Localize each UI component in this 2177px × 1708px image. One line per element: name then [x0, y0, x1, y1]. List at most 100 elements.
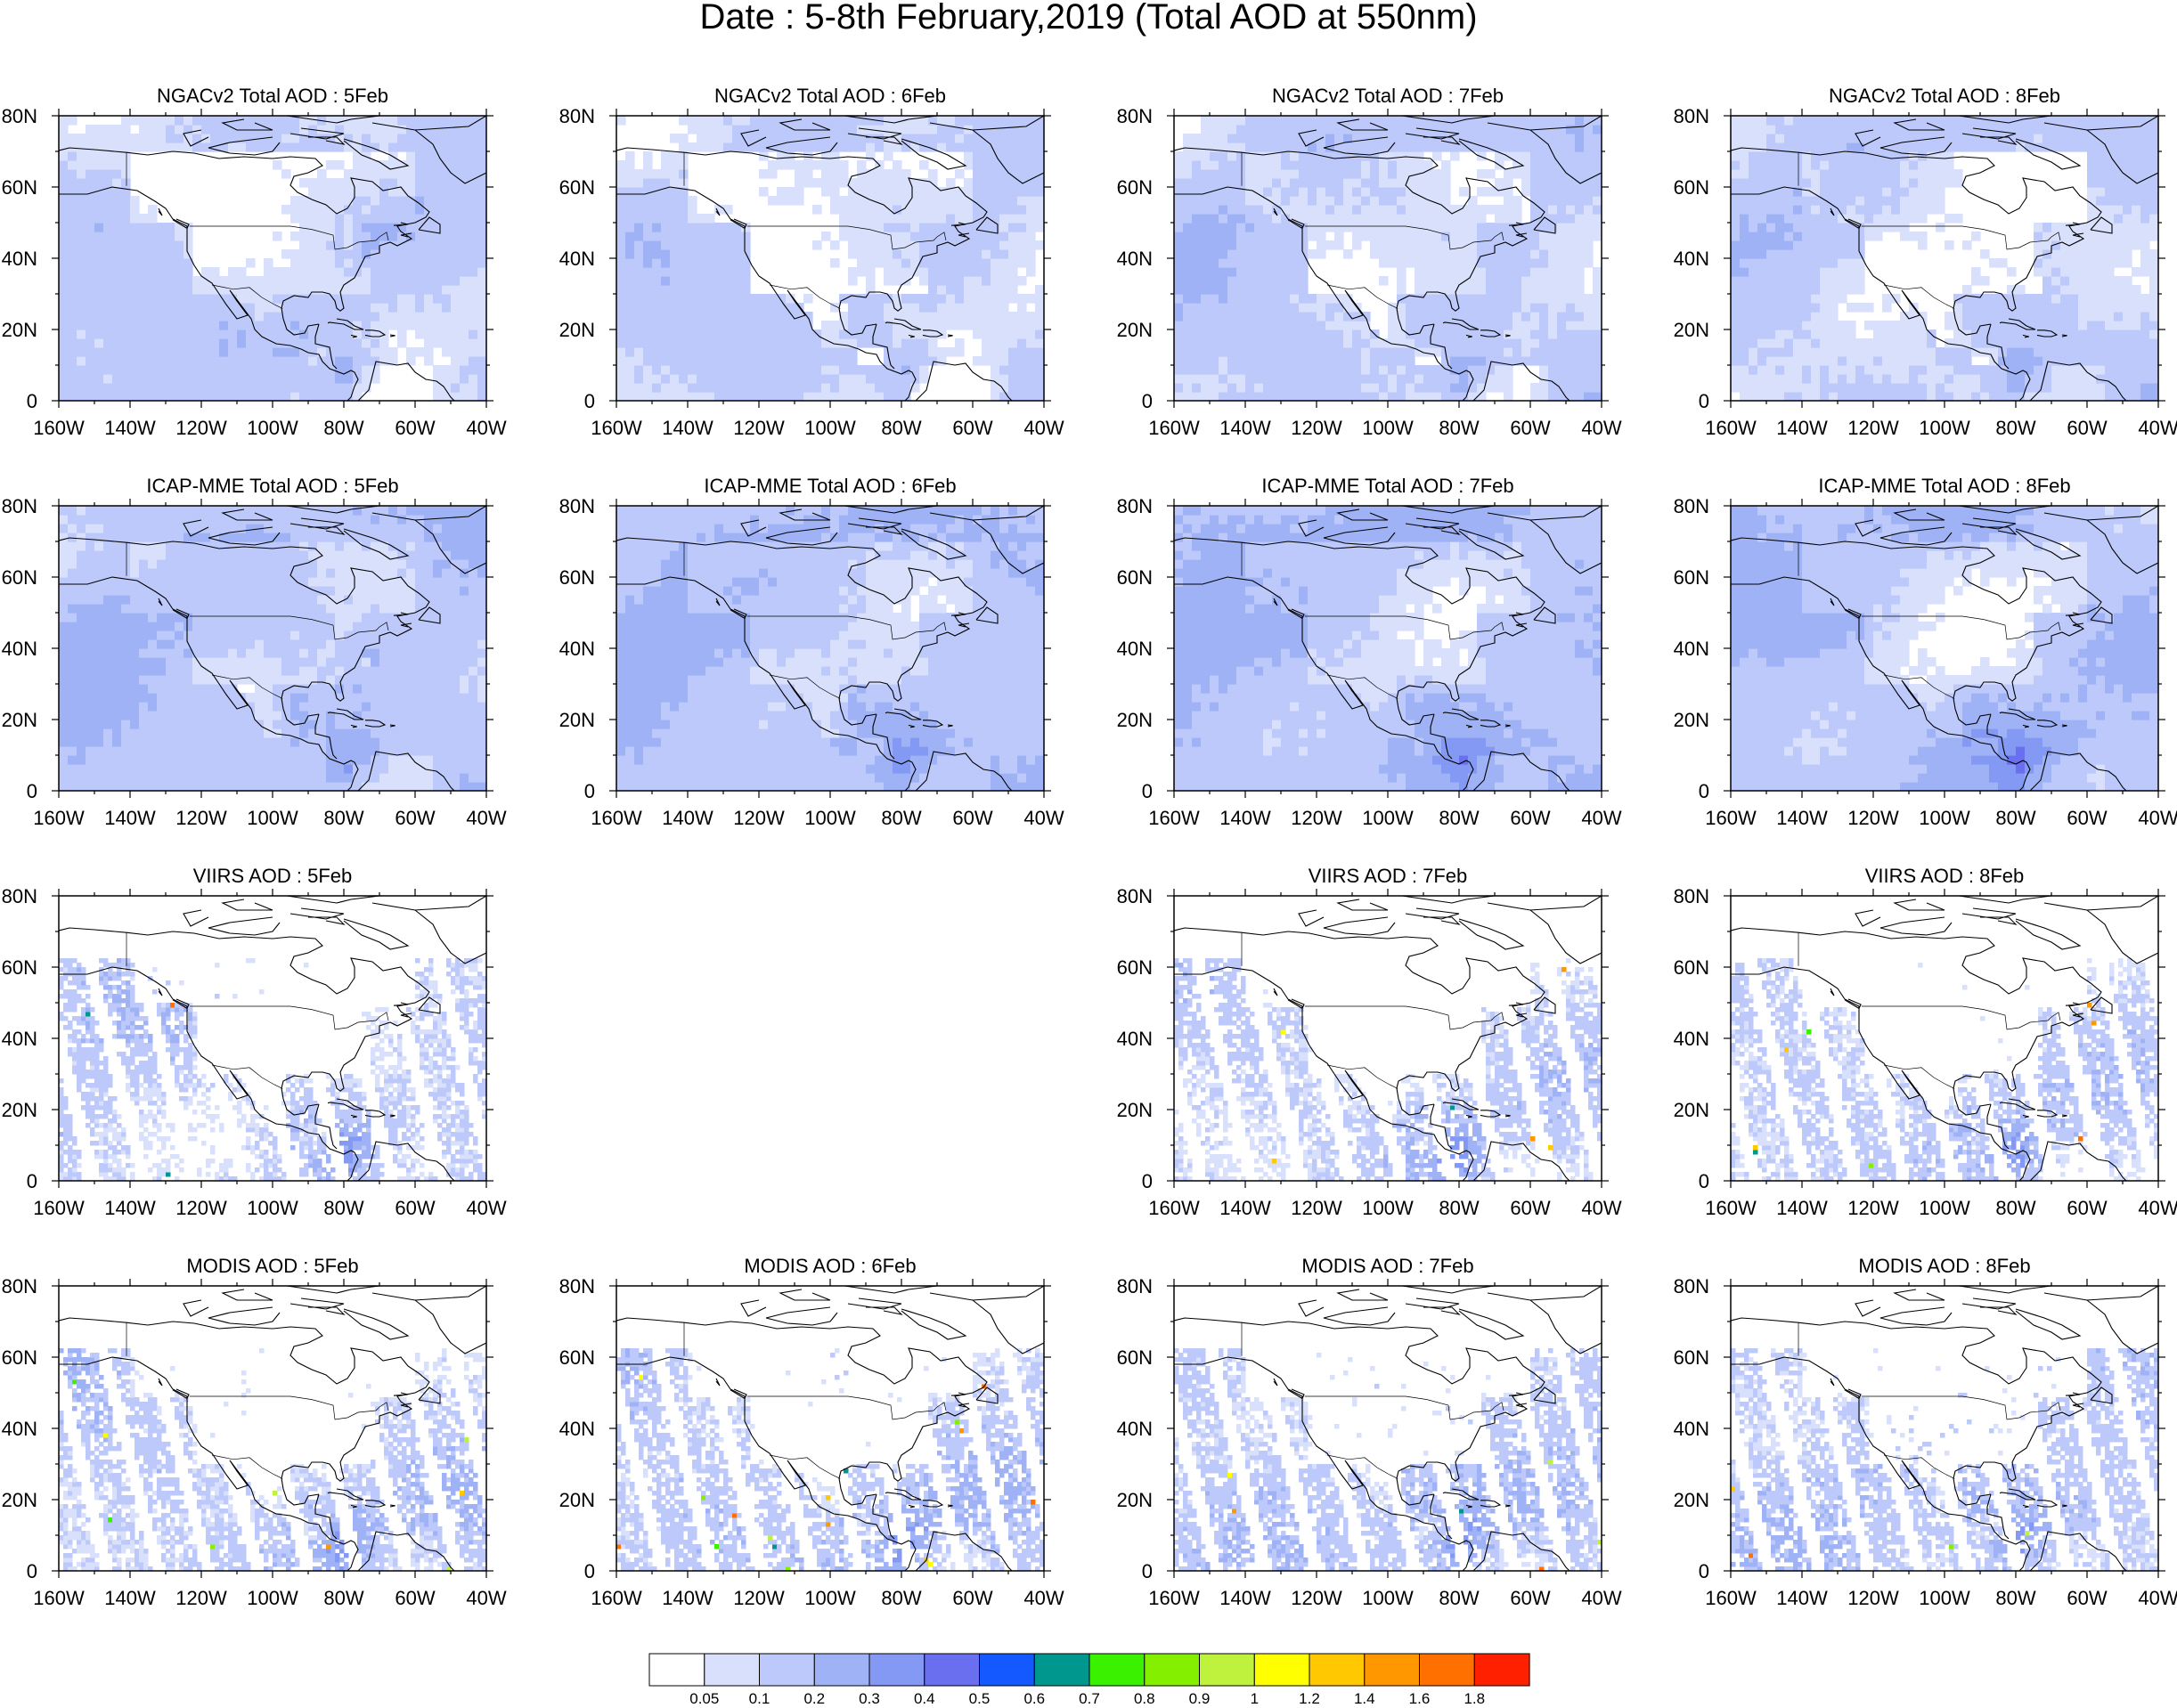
lon-tick-label: 120W [175, 417, 227, 439]
lat-tick-label: 0 [27, 780, 37, 802]
colorbar-swatch [868, 1653, 925, 1687]
lon-tick-label: 160W [591, 807, 642, 829]
colorbar-swatch [1364, 1653, 1421, 1687]
lon-tick-label: 140W [1219, 417, 1271, 439]
borders [126, 1322, 389, 1479]
lon-tick-label: 160W [1148, 1197, 1200, 1219]
lon-tick-label: 100W [247, 807, 298, 829]
aod-field [1174, 116, 1602, 401]
lon-tick-label: 160W [1705, 1587, 1757, 1609]
axis-ticks [1724, 1279, 2165, 1578]
lat-tick-label: 40N [1117, 1418, 1153, 1440]
lat-tick-label: 40N [2, 248, 37, 270]
lat-tick-label: 80N [559, 105, 595, 127]
lon-tick-label: 140W [1776, 1197, 1828, 1219]
lat-tick-label: 0 [584, 390, 595, 412]
lon-tick-label: 140W [104, 1197, 156, 1219]
panel-title: NGACv2 Total AOD : 6Feb [714, 85, 946, 107]
aod-field [616, 506, 1044, 791]
aod-field [1174, 1348, 1602, 1571]
lat-tick-label: 80N [1117, 495, 1153, 517]
lat-tick-label: 60N [1674, 566, 1709, 589]
lon-tick-label: 160W [1148, 807, 1200, 829]
colorbar-label: 1.4 [1354, 1690, 1375, 1707]
lon-tick-label: 80W [1995, 1587, 2035, 1609]
lat-tick-label: 60N [2, 566, 37, 589]
lat-tick-label: 60N [1117, 566, 1153, 589]
lon-tick-label: 140W [104, 417, 156, 439]
lon-tick-label: 60W [1510, 1587, 1550, 1609]
lon-tick-label: 60W [2067, 417, 2107, 439]
lon-tick-label: 60W [395, 1587, 435, 1609]
lon-tick-label: 120W [1291, 417, 1342, 439]
lon-tick-label: 40W [466, 1197, 506, 1219]
lon-tick-label: 40W [466, 807, 506, 829]
lon-tick-label: 140W [662, 807, 713, 829]
lat-tick-label: 0 [1142, 1170, 1153, 1192]
lat-tick-label: 0 [1142, 780, 1153, 802]
lon-tick-label: 120W [1291, 1197, 1342, 1219]
lon-tick-label: 120W [733, 1587, 785, 1609]
lon-tick-label: 60W [395, 1197, 435, 1219]
lat-tick-label: 80N [1674, 105, 1709, 127]
lon-tick-label: 160W [591, 417, 642, 439]
lat-tick-label: 80N [1674, 495, 1709, 517]
lat-tick-label: 40N [1117, 638, 1153, 660]
colorbar-swatch [759, 1653, 815, 1687]
lon-tick-label: 40W [1581, 1587, 1621, 1609]
lat-tick-label: 0 [27, 1560, 37, 1582]
lon-tick-label: 60W [395, 417, 435, 439]
lon-tick-label: 60W [2067, 1587, 2107, 1609]
coastlines [1731, 116, 2158, 401]
lon-tick-label: 100W [1362, 417, 1414, 439]
aod-field [616, 116, 1044, 401]
map-panel-satellite-5Feb: MODIS AOD : 5Feb 160W 140W 120W 100W 80W 60W 40… [2, 1255, 507, 1609]
colorbar-label: 0.9 [1189, 1690, 1211, 1707]
borders [1241, 1322, 1504, 1479]
colorbar-swatch [1144, 1653, 1201, 1687]
colorbar-swatch [924, 1653, 981, 1687]
borders [683, 152, 947, 309]
lat-tick-label: 40N [1117, 1028, 1153, 1050]
lon-tick-label: 100W [1362, 1587, 1414, 1609]
aod-field [1174, 958, 1602, 1181]
lat-tick-label: 80N [2, 885, 37, 907]
lon-tick-label: 60W [1510, 1197, 1550, 1219]
lon-tick-label: 100W [1362, 1197, 1414, 1219]
colorbar-label: 0.2 [803, 1690, 825, 1707]
map-panel-model-5Feb: NGACv2 Total AOD : 5Feb 160W 140W 120W 100W 8… [2, 85, 507, 439]
colorbar: 0.05 0.1 0.2 0.3 0.4 0.5 0.6 0.7 0.8 0.9 1 1.2 1.4 1.… [648, 1653, 1530, 1707]
lat-tick-label: 0 [584, 780, 595, 802]
lon-tick-label: 140W [662, 1587, 713, 1609]
borders [1798, 542, 2061, 699]
lon-tick-label: 40W [1581, 417, 1621, 439]
borders [1241, 542, 1504, 699]
lat-tick-label: 0 [584, 1560, 595, 1582]
colorbar-swatch [1309, 1653, 1366, 1687]
borders [1798, 1322, 2061, 1479]
aod-field [1731, 116, 2158, 401]
lon-tick-label: 100W [1362, 807, 1414, 829]
lat-tick-label: 20N [559, 1489, 595, 1511]
lon-tick-label: 40W [2138, 807, 2177, 829]
colorbar-label: 0.7 [1079, 1690, 1100, 1707]
lat-tick-label: 0 [1699, 780, 1709, 802]
lat-tick-label: 40N [559, 638, 595, 660]
map-panel-satellite-6Feb: MODIS AOD : 6Feb 160W 140W 120W 100W 80W 60W 40… [559, 1255, 1064, 1609]
lat-tick-label: 0 [27, 390, 37, 412]
colorbar-swatch [1419, 1653, 1475, 1687]
aod-field [1731, 506, 2158, 791]
lat-tick-label: 0 [1142, 1560, 1153, 1582]
lon-tick-label: 140W [1219, 1587, 1271, 1609]
panel-title: VIIRS AOD : 5Feb [193, 865, 353, 887]
lon-tick-label: 160W [33, 1587, 85, 1609]
axis-ticks [1167, 1279, 1609, 1578]
lon-tick-label: 120W [1847, 1197, 1899, 1219]
lat-tick-label: 60N [1674, 1346, 1709, 1369]
lon-tick-label: 160W [33, 807, 85, 829]
panel-title: MODIS AOD : 6Feb [744, 1255, 916, 1277]
colorbar-label: 0.1 [749, 1690, 771, 1707]
lon-tick-label: 100W [1919, 1587, 1970, 1609]
lat-tick-label: 20N [1674, 319, 1709, 341]
lat-tick-label: 0 [1699, 1170, 1709, 1192]
